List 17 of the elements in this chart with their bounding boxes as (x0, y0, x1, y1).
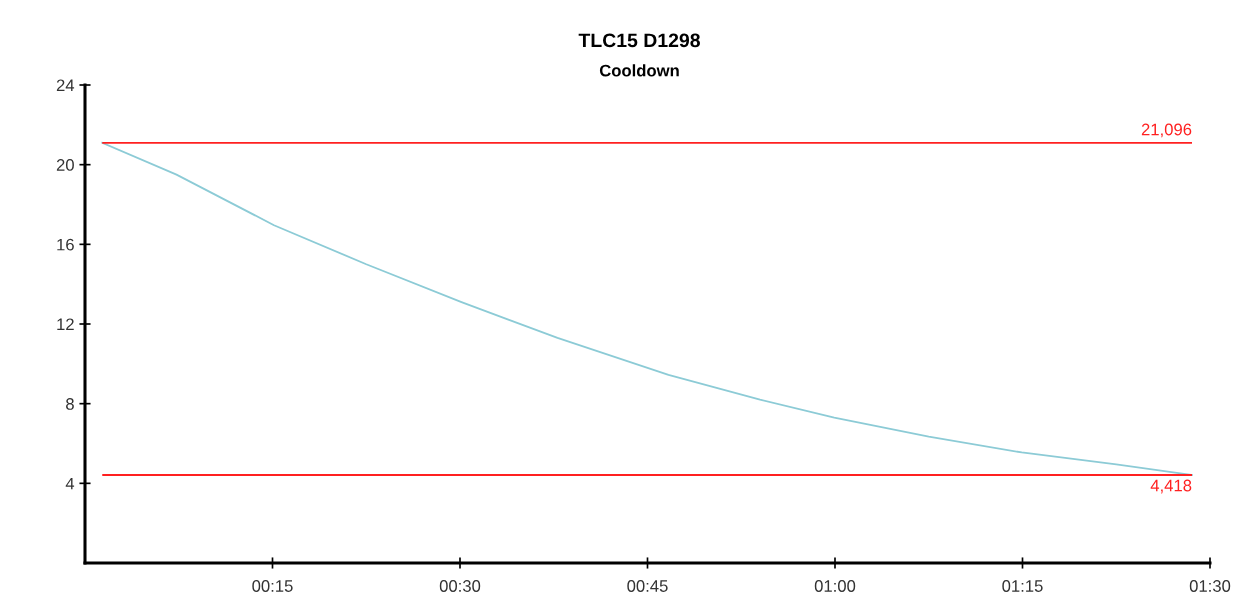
y-tick-label: 8 (66, 398, 74, 410)
y-tick-label: 12 (57, 318, 74, 331)
y-tick-label: 20 (56, 159, 74, 171)
y-tick-label: 24 (56, 79, 75, 92)
chart-subtitle: Cooldown (599, 64, 679, 77)
x-tick-label: 00:30 (439, 580, 481, 592)
ref-line-label: 21,096 (1141, 123, 1192, 138)
chart-title: TLC15 D1298 (578, 33, 700, 48)
x-tick-label: 01:30 (1189, 580, 1231, 592)
line-series (101, 141, 1193, 476)
x-tick-label: 01:15 (1002, 580, 1043, 592)
x-tick-label: 01:00 (814, 580, 856, 592)
ref-line-label: 4,418 (1150, 479, 1192, 494)
y-tick-label: 4 (65, 477, 75, 490)
y-tick-label: 16 (57, 238, 74, 251)
x-tick-label: 00:45 (627, 580, 668, 592)
x-tick-label: 00:15 (252, 580, 293, 592)
